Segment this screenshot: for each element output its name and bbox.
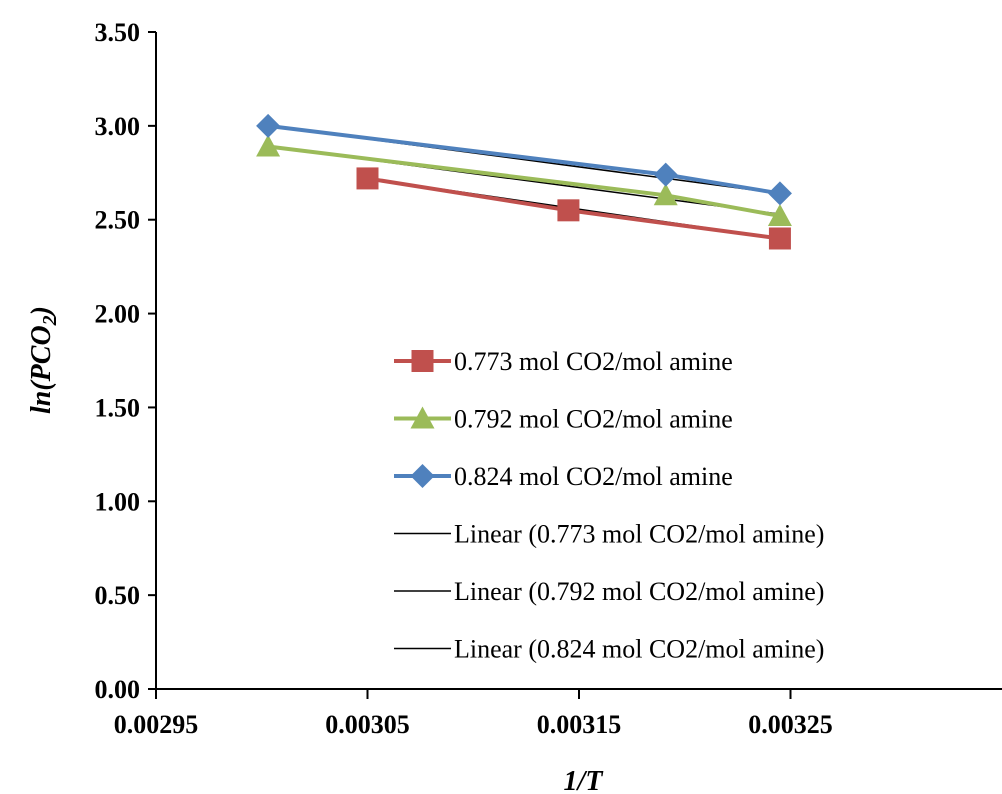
data-point <box>653 183 678 206</box>
y-tick-label: 3.50 <box>95 18 141 47</box>
x-ticks: 0.00295 0.00305 0.00315 0.00325 <box>114 689 833 739</box>
x-tick-label: 0.00315 <box>537 710 622 739</box>
data-point <box>256 113 281 138</box>
y-tick-label: 0.00 <box>95 675 141 704</box>
y-tick-label: 0.50 <box>95 581 141 610</box>
x-tick-label: 0.00295 <box>114 710 199 739</box>
series-lines <box>267 123 781 241</box>
y-ticks: 0.00 0.50 1.00 1.50 2.00 2.50 3.00 3.50 <box>95 18 156 704</box>
legend: 0.773 mol CO2/mol amine 0.792 mol CO2/mol… <box>394 347 824 664</box>
legend-swatch-marker <box>410 464 435 488</box>
y-tick-label: 3.00 <box>95 112 141 141</box>
y-axis-title-close: ) <box>26 306 57 318</box>
y-tick-label: 1.00 <box>95 487 141 516</box>
data-point <box>256 134 281 157</box>
legend-label: 0.773 mol CO2/mol amine <box>454 347 733 376</box>
markers <box>256 113 792 250</box>
legend-label: 0.824 mol CO2/mol amine <box>454 462 733 491</box>
y-axis-title: ln(PCO2) <box>26 306 61 414</box>
x-tick-label: 0.00325 <box>748 710 833 739</box>
legend-label: 0.792 mol CO2/mol amine <box>454 405 733 434</box>
x-axis-title: 1/T <box>564 766 605 794</box>
y-axis-title-subscript: 2 <box>39 315 61 326</box>
y-tick-label: 2.50 <box>95 206 141 235</box>
data-point <box>768 227 791 250</box>
legend-swatch-marker <box>410 406 435 429</box>
legend-swatch-marker <box>411 350 434 372</box>
legend-label: Linear (0.824 mol CO2/mol amine) <box>454 635 824 664</box>
data-point <box>767 203 792 226</box>
data-point <box>653 162 678 187</box>
data-point <box>356 167 379 190</box>
y-tick-label: 1.50 <box>95 393 141 422</box>
y-axis-title-main: ln(PCO <box>26 325 57 414</box>
data-point <box>557 199 580 222</box>
x-tick-label: 0.00305 <box>325 710 410 739</box>
y-tick-label: 2.00 <box>95 300 141 329</box>
legend-label: Linear (0.773 mol CO2/mol amine) <box>454 520 824 549</box>
data-point <box>767 181 792 206</box>
legend-label: Linear (0.792 mol CO2/mol amine) <box>454 577 824 606</box>
